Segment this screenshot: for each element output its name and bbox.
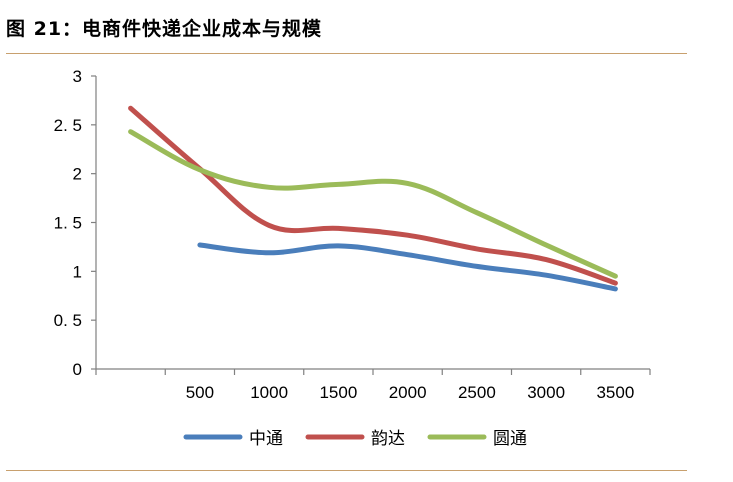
x-tick-label: 1500: [319, 383, 357, 402]
x-tick-label: 500: [186, 383, 214, 402]
x-tick-label: 3000: [527, 383, 565, 402]
x-tick-label: 1000: [250, 383, 288, 402]
figure-title: 图 21：电商件快递企业成本与规模: [6, 18, 323, 40]
chart-series: [128, 105, 618, 292]
series-line: [197, 242, 618, 292]
y-tick-label: 3: [73, 67, 82, 86]
y-tick-label: 2. 5: [54, 116, 82, 135]
top-rule: [6, 53, 687, 54]
x-tick-label: 2000: [389, 383, 427, 402]
legend-label: 中通: [249, 429, 283, 449]
x-tick-label: 2500: [458, 383, 496, 402]
y-tick-label: 2: [73, 165, 82, 184]
x-tick-label: 3500: [596, 383, 634, 402]
series-line: [128, 105, 618, 286]
legend-label: 韵达: [371, 429, 405, 449]
bottom-rule: [6, 470, 687, 471]
legend-label: 圆通: [493, 429, 527, 449]
chart-legend: 中通 韵达 圆通: [183, 429, 527, 449]
series-line: [128, 129, 618, 279]
y-tick-label: 1: [73, 262, 82, 281]
y-tick-label: 0. 5: [54, 311, 82, 330]
y-tick-label: 1. 5: [54, 214, 82, 233]
y-tick-label: 0: [73, 360, 82, 379]
